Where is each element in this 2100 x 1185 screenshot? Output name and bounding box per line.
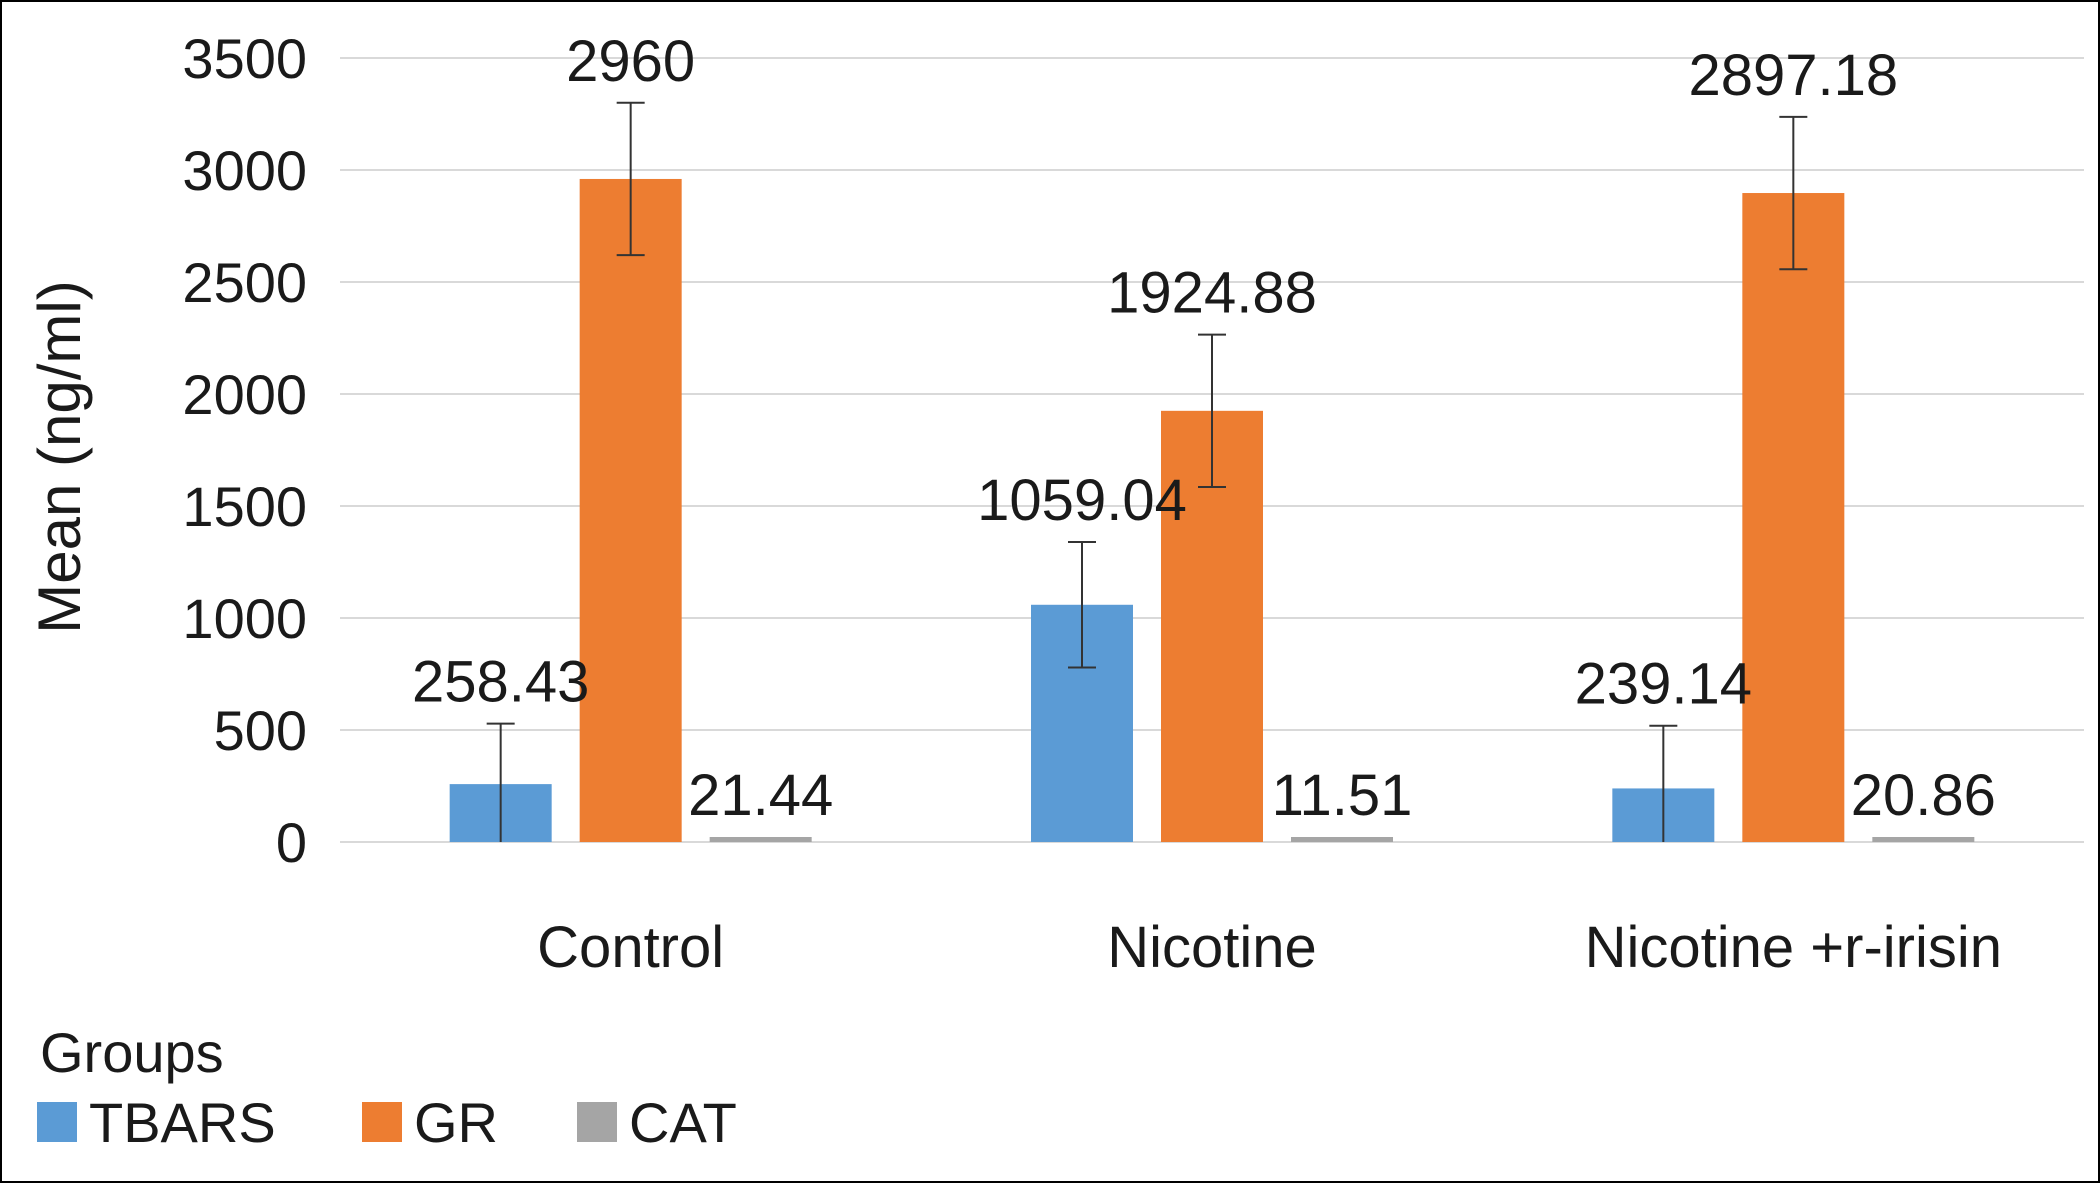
category-label: Control — [537, 915, 724, 980]
data-label-tbars-1: 1059.04 — [977, 468, 1187, 533]
y-tick-label: 1500 — [182, 475, 307, 538]
data-label-cat-0: 21.44 — [688, 763, 833, 828]
legend-swatch-tbars — [37, 1102, 77, 1142]
category-label: Nicotine +r-irisin — [1585, 915, 2002, 980]
data-label-gr-2: 2897.18 — [1689, 43, 1899, 108]
legend-swatch-gr — [362, 1102, 402, 1142]
legend-swatch-cat — [577, 1102, 617, 1142]
y-tick-label: 3000 — [182, 139, 307, 202]
data-label-cat-1: 11.51 — [1272, 763, 1413, 828]
y-tick-label: 500 — [214, 699, 307, 762]
data-label-tbars-2: 239.14 — [1575, 652, 1752, 717]
legend-label-tbars: TBARS — [89, 1091, 276, 1154]
bar-cat-2 — [1872, 837, 1975, 842]
data-label-cat-2: 20.86 — [1851, 763, 1996, 828]
legend-label-cat: CAT — [629, 1091, 737, 1154]
y-tick-label: 2500 — [182, 251, 307, 314]
y-tick-label: 0 — [276, 811, 307, 874]
bar-gr-0 — [579, 178, 682, 842]
y-tick-label: 1000 — [182, 587, 307, 650]
data-label-gr-1: 1924.88 — [1107, 261, 1317, 326]
legend-title: Groups — [40, 1021, 224, 1084]
data-label-gr-0: 2960 — [566, 29, 695, 94]
data-label-tbars-0: 258.43 — [412, 650, 589, 715]
category-label: Nicotine — [1107, 915, 1317, 980]
y-tick-label: 3500 — [182, 27, 307, 90]
bar-cat-1 — [1291, 837, 1393, 842]
bar-cat-0 — [709, 837, 812, 842]
y-tick-label: 2000 — [182, 363, 307, 426]
y-axis-label: Mean (ng/ml) — [26, 280, 93, 633]
legend-label-gr: GR — [414, 1091, 498, 1154]
bar-gr-2 — [1742, 193, 1845, 842]
